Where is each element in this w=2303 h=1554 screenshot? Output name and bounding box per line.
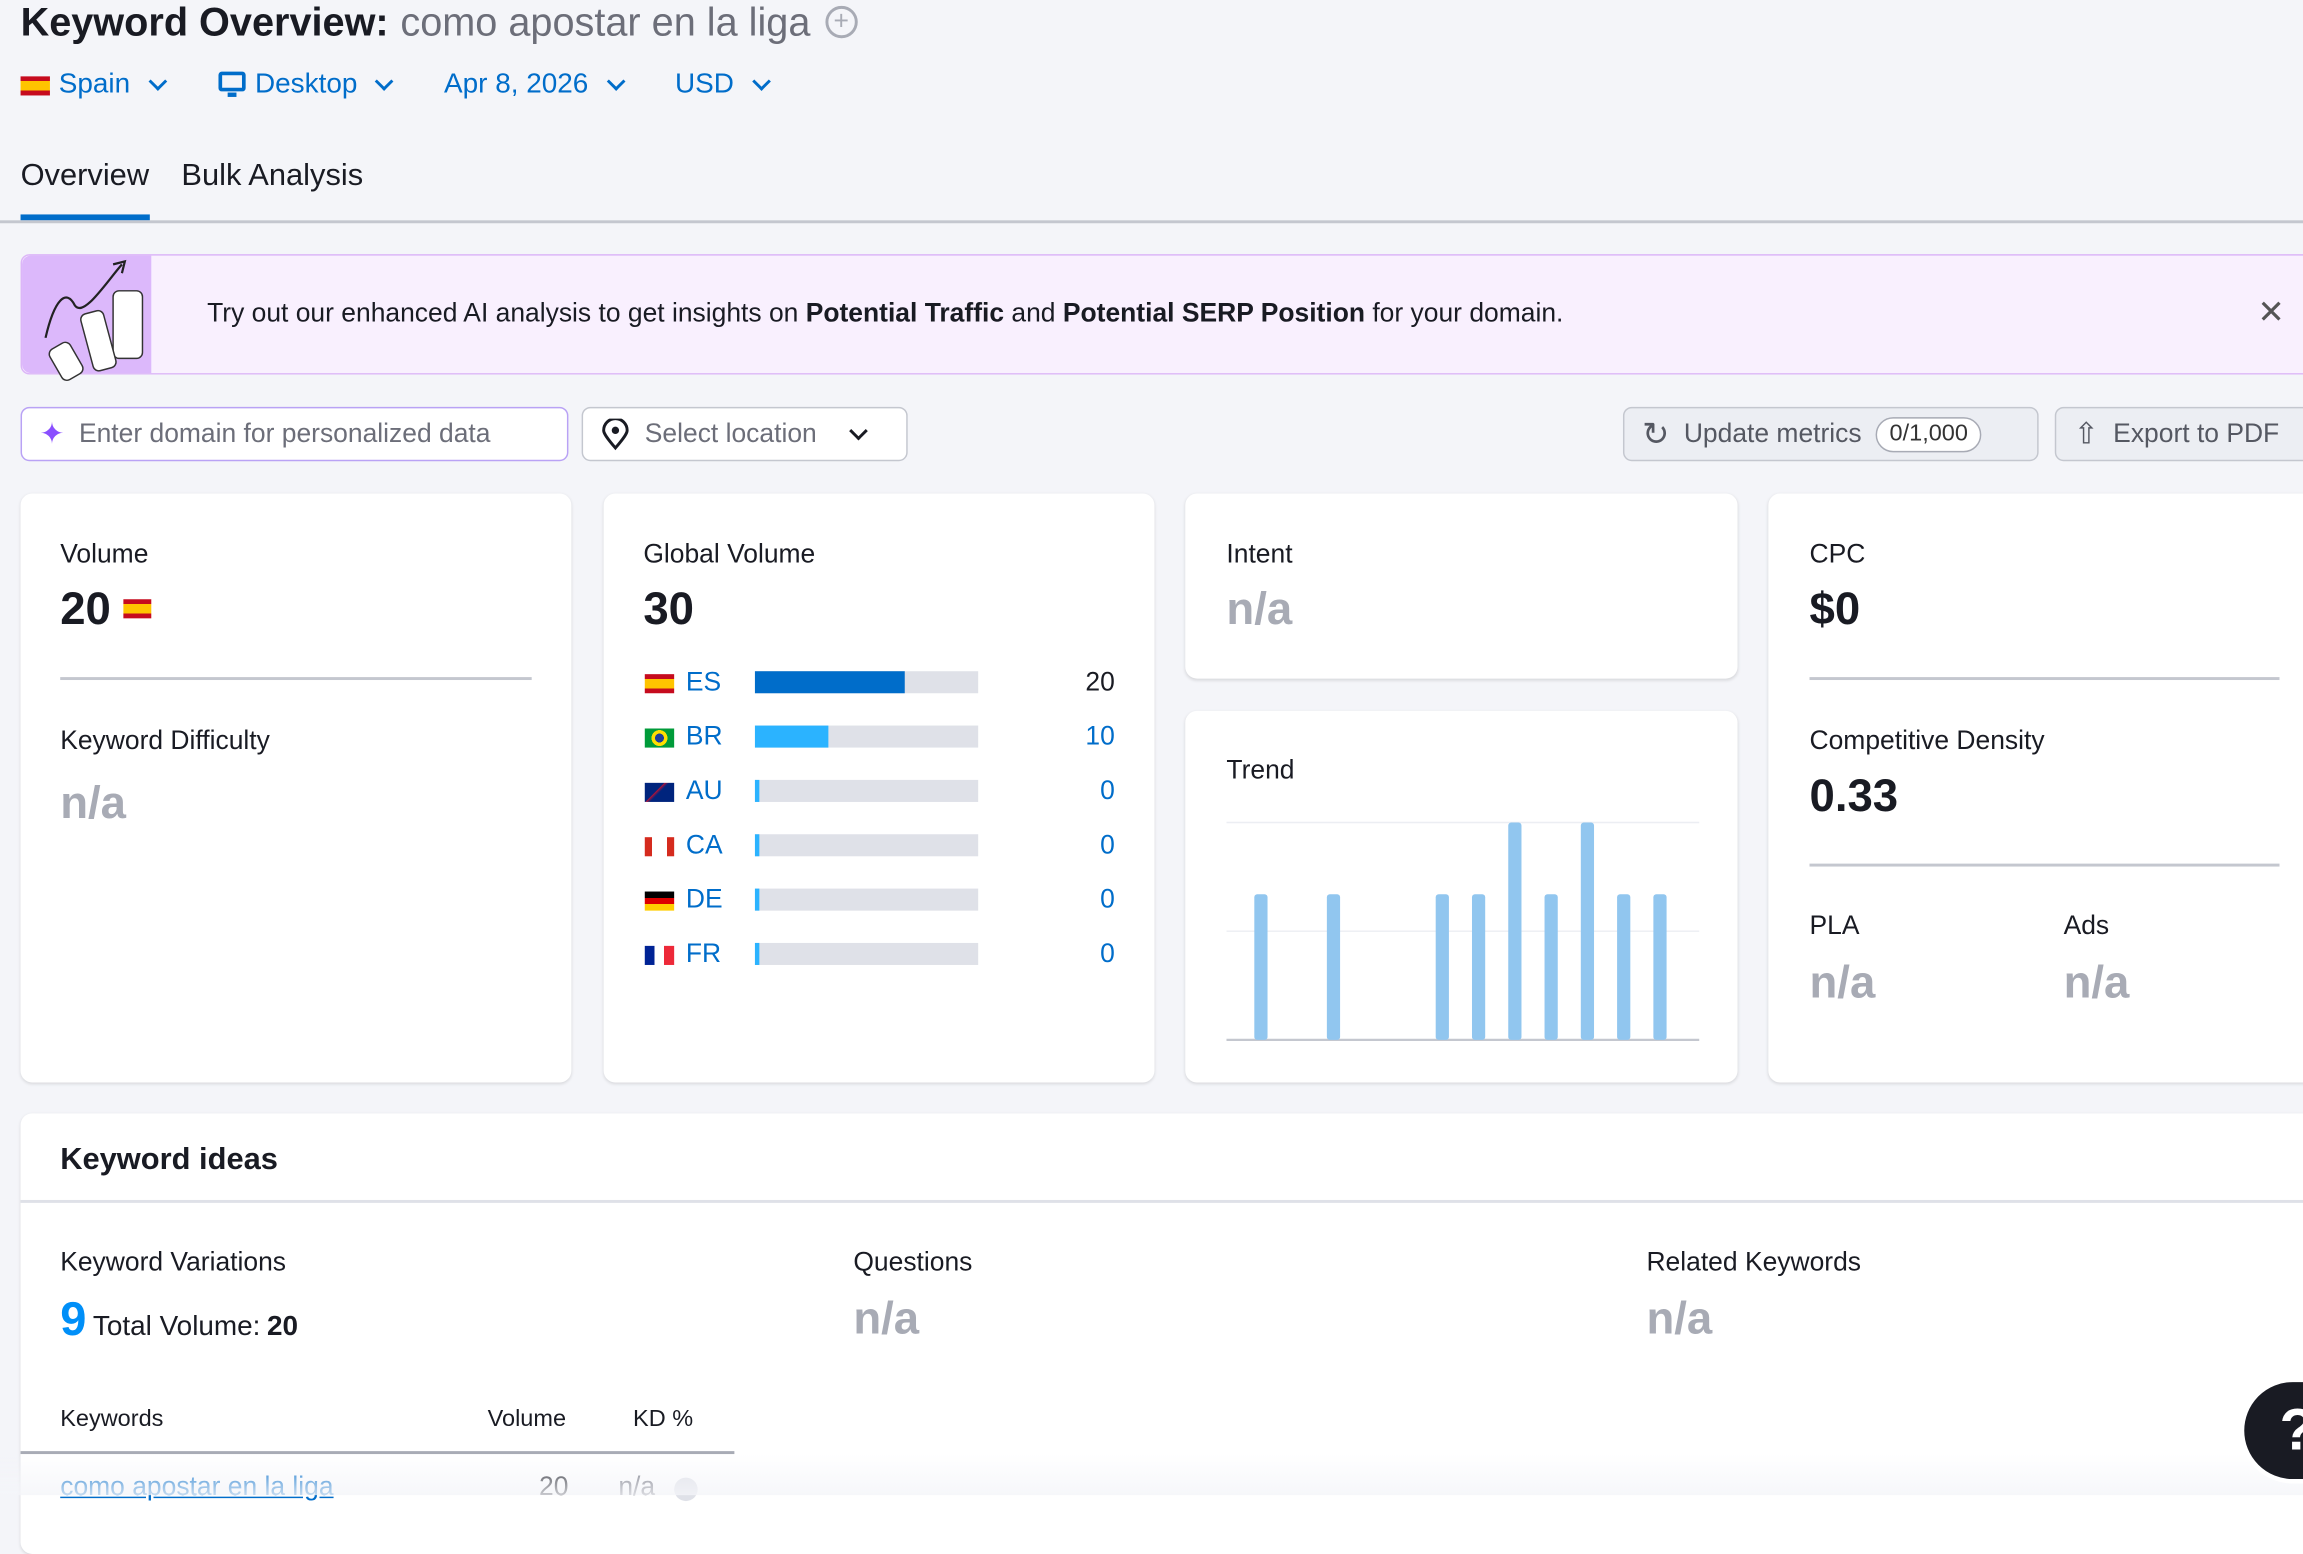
- col-kd[interactable]: KD %: [633, 1407, 694, 1433]
- country-row-au[interactable]: AU 0: [644, 776, 1115, 805]
- competitive-density-value: 0.33: [1809, 769, 1899, 822]
- country-row-ca[interactable]: CA 0: [644, 830, 1115, 859]
- desktop-icon: [217, 71, 246, 97]
- refresh-icon: ↻: [1642, 414, 1670, 452]
- de-flag-icon: [644, 891, 675, 911]
- trend-bar[interactable]: [1544, 894, 1558, 1040]
- tab-overview[interactable]: Overview: [20, 159, 150, 221]
- chevron-down-icon: [606, 72, 625, 91]
- location-pin-icon: [602, 417, 629, 450]
- volume-bar: [754, 942, 979, 965]
- sparkle-icon: ✦: [39, 418, 65, 451]
- related-value: n/a: [1646, 1292, 1713, 1344]
- trend-bar[interactable]: [1254, 894, 1268, 1040]
- ai-promo-banner: Try out our enhanced AI analysis to get …: [20, 254, 2303, 382]
- spain-flag-icon: [123, 599, 152, 619]
- growth-chart-illustration-icon: [22, 255, 152, 382]
- keyword-ideas-title: Keyword ideas: [60, 1142, 278, 1177]
- ca-flag-icon: [644, 837, 675, 857]
- intent-card: Intent n/a: [1185, 493, 1738, 679]
- domain-input[interactable]: ✦ Enter domain for personalized data: [20, 406, 569, 462]
- trend-card: Trend: [1185, 710, 1738, 1083]
- volume-bar-fill: [754, 779, 760, 802]
- trend-chart: [1226, 821, 1700, 1041]
- cpc-value: $0: [1809, 583, 1861, 635]
- volume-bar-fill: [754, 671, 905, 694]
- country-row-br[interactable]: BR 10: [644, 721, 1115, 751]
- date-select[interactable]: Apr 8, 2026: [444, 69, 625, 101]
- page-title: Keyword Overview: como apostar en la liga…: [21, 0, 858, 46]
- tabs: Overview Bulk Analysis: [20, 158, 364, 221]
- volume-bar: [754, 779, 979, 802]
- currency-select[interactable]: USD: [675, 69, 771, 101]
- br-flag-icon: [644, 728, 675, 748]
- volume-bar-fill: [754, 888, 760, 911]
- banner-text: Try out our enhanced AI analysis to get …: [207, 298, 1564, 328]
- variations-summary: 9 Total Volume: 20: [60, 1292, 299, 1346]
- kd-value: n/a: [60, 776, 127, 829]
- location-select[interactable]: Select location: [581, 406, 908, 462]
- col-keywords: Keywords: [60, 1407, 164, 1433]
- global-volume-value: 30: [643, 583, 694, 635]
- filters: Spain Desktop Apr 8, 2026 USD: [20, 69, 771, 101]
- volume-bar: [754, 888, 979, 911]
- volume-bar: [754, 671, 979, 694]
- trend-bar[interactable]: [1508, 822, 1522, 1040]
- chevron-down-icon: [849, 420, 868, 440]
- country-select[interactable]: Spain: [20, 69, 167, 101]
- questions-value: n/a: [853, 1292, 920, 1344]
- volume-bar: [754, 725, 979, 748]
- pla-value: n/a: [1809, 956, 1876, 1008]
- trend-bar[interactable]: [1471, 894, 1486, 1040]
- fr-flag-icon: [644, 945, 675, 965]
- volume-bar: [754, 834, 979, 857]
- country-row-de[interactable]: DE 0: [644, 884, 1115, 914]
- trend-bar[interactable]: [1617, 894, 1631, 1040]
- tab-divider: [0, 220, 2303, 224]
- update-count-badge: 0/1,000: [1876, 416, 1982, 452]
- close-icon[interactable]: ✕: [2257, 293, 2285, 331]
- tab-bulk-analysis[interactable]: Bulk Analysis: [181, 158, 364, 193]
- device-select[interactable]: Desktop: [217, 69, 394, 101]
- au-flag-icon: [644, 782, 675, 802]
- volume-bar-fill: [754, 942, 760, 965]
- volume-bar-fill: [754, 834, 760, 857]
- volume-bar-fill: [754, 725, 829, 748]
- spain-flag-icon: [20, 75, 50, 95]
- chevron-down-icon: [375, 72, 394, 91]
- update-metrics-button[interactable]: ↻ Update metrics 0/1,000: [1622, 406, 2039, 462]
- global-volume-card: Global Volume 30 ES 20 BR 10 AU 0 CA 0 DE 0 FR 0: [603, 493, 1155, 1083]
- keyword: como apostar en la liga: [400, 0, 811, 45]
- trend-bar[interactable]: [1435, 894, 1449, 1040]
- trend-bar[interactable]: [1580, 822, 1595, 1040]
- volume-card: Volume 20 Keyword Difficulty n/a: [20, 493, 572, 1083]
- chevron-down-icon: [147, 72, 167, 91]
- col-volume[interactable]: Volume: [487, 1407, 567, 1433]
- ads-value: n/a: [2063, 956, 2130, 1008]
- trend-bar[interactable]: [1653, 894, 1667, 1040]
- variations-count-link[interactable]: 9: [60, 1292, 87, 1346]
- trend-bar[interactable]: [1326, 894, 1341, 1040]
- chevron-down-icon: [751, 72, 771, 91]
- plus-circle-icon[interactable]: +: [825, 5, 858, 39]
- intent-value: n/a: [1226, 583, 1293, 635]
- volume-value: 20: [60, 583, 152, 636]
- export-pdf-button[interactable]: ⇧ Export to PDF: [2054, 406, 2303, 462]
- country-row-fr[interactable]: FR 0: [644, 939, 1115, 968]
- cpc-card: CPC $0 Competitive Density 0.33 PLA n/a …: [1768, 493, 2303, 1083]
- upload-icon: ⇧: [2073, 418, 2099, 451]
- country-row-es[interactable]: ES 20: [644, 667, 1115, 696]
- es-flag-icon: [644, 674, 675, 694]
